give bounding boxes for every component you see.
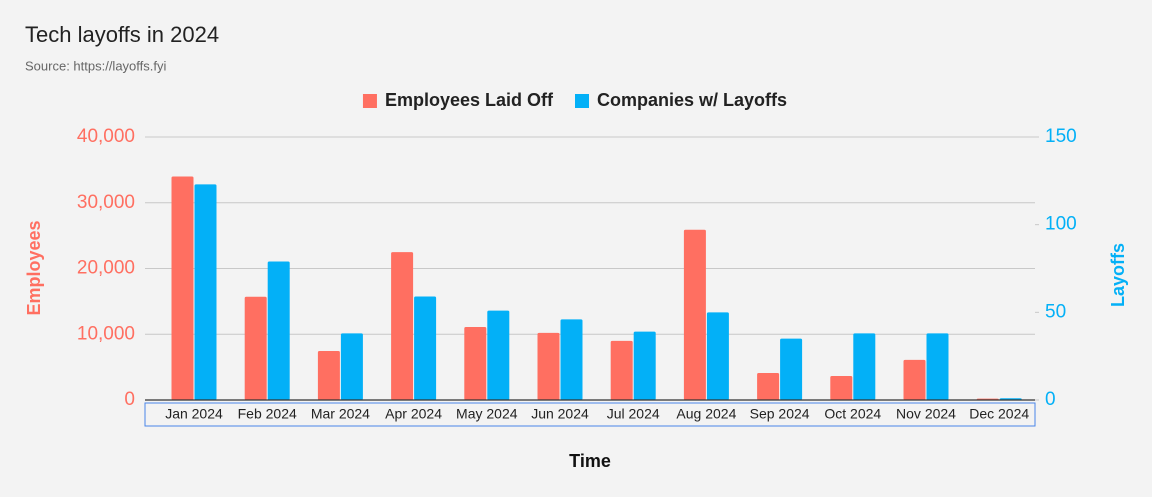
y2-tick-label: 100	[1045, 214, 1077, 235]
bar	[560, 319, 583, 400]
bar	[537, 332, 560, 400]
x-tick-label: Sep 2024	[750, 406, 810, 422]
bar	[414, 296, 437, 400]
bar	[391, 252, 414, 400]
legend-label: Companies w/ Layoffs	[597, 90, 787, 110]
x-tick-label: Feb 2024	[238, 406, 297, 422]
bar	[267, 261, 290, 400]
x-tick-label: Oct 2024	[824, 406, 881, 422]
y-tick-label: 30,000	[77, 192, 135, 213]
bar	[830, 376, 853, 400]
y-tick-label: 20,000	[77, 258, 135, 279]
legend-swatch	[575, 94, 589, 108]
chart-title: Tech layoffs in 2024	[25, 22, 219, 47]
x-tick-label: Jun 2024	[531, 406, 589, 422]
x-axis-title: Time	[569, 451, 611, 471]
bar	[194, 184, 217, 400]
bar	[757, 373, 780, 400]
bar	[487, 310, 510, 400]
bar	[610, 340, 633, 400]
y2-tick-label: 150	[1045, 126, 1077, 147]
bar	[903, 359, 926, 400]
bar	[244, 296, 267, 400]
x-tick-label: Jan 2024	[165, 406, 223, 422]
x-tick-label: Dec 2024	[969, 406, 1029, 422]
y-tick-label: 40,000	[77, 126, 135, 147]
x-tick-label: May 2024	[456, 406, 518, 422]
bar	[317, 351, 340, 400]
y-tick-label: 0	[124, 389, 135, 410]
bar	[706, 312, 729, 400]
y2-tick-label: 50	[1045, 301, 1066, 322]
y-tick-label: 10,000	[77, 323, 135, 344]
legend-label: Employees Laid Off	[385, 90, 554, 110]
bar	[340, 333, 363, 400]
x-tick-label: Apr 2024	[385, 406, 442, 422]
y2-axis-title: Layoffs	[1108, 243, 1128, 307]
y2-tick-label: 0	[1045, 389, 1056, 410]
bar	[683, 229, 706, 400]
x-tick-label: Aug 2024	[676, 406, 736, 422]
bar	[464, 327, 487, 400]
bar	[780, 338, 803, 400]
bar	[171, 176, 194, 400]
x-tick-label: Jul 2024	[607, 406, 660, 422]
chart-subtitle: Source: https://layoffs.fyi	[25, 58, 166, 73]
bar	[926, 333, 949, 400]
legend-swatch	[362, 94, 377, 108]
axis-selection[interactable]	[144, 402, 1036, 427]
x-tick-label: Mar 2024	[311, 406, 370, 422]
bar	[853, 333, 876, 400]
y-axis-title: Employees	[24, 220, 44, 315]
bar	[633, 331, 656, 400]
x-tick-label: Nov 2024	[896, 406, 956, 422]
